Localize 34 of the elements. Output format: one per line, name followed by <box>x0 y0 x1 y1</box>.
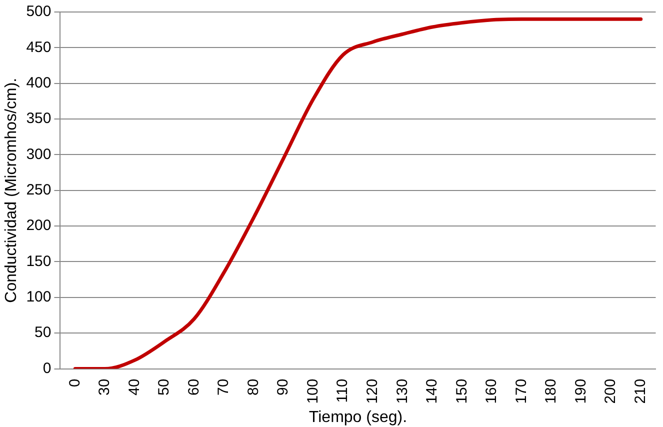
y-tick-label: 200 <box>26 217 52 234</box>
x-tick-label: 70 <box>215 378 232 396</box>
x-tick-label: 170 <box>512 378 530 404</box>
x-tick-label: 140 <box>424 378 441 404</box>
y-tick-label: 400 <box>26 74 52 92</box>
y-tick-label: 500 <box>26 3 52 20</box>
x-tick-label: 120 <box>364 378 382 404</box>
x-tick-label: 130 <box>394 378 411 404</box>
y-tick-label: 0 <box>42 360 52 377</box>
x-tick-label: 100 <box>304 378 322 404</box>
y-tick-label: 150 <box>26 252 52 270</box>
x-tick-label: 40 <box>126 378 143 396</box>
y-tick-label: 350 <box>26 110 52 128</box>
y-tick-label: 450 <box>26 38 52 56</box>
y-axis-title: Conductividad (Micromhos/cm). <box>3 78 20 303</box>
line-series <box>73 17 643 369</box>
y-tick-label: 50 <box>34 324 52 342</box>
x-tick-label: 50 <box>156 378 173 396</box>
x-tick-label: 30 <box>96 378 114 396</box>
x-tick-label: 210 <box>632 378 649 404</box>
x-tick-label: 180 <box>542 378 560 404</box>
x-tick-label: 110 <box>334 378 352 403</box>
x-tick-label: 90 <box>274 378 292 396</box>
x-tick-label: 190 <box>572 378 590 404</box>
y-tick-label: 100 <box>26 288 52 306</box>
y-tick-label: 250 <box>26 182 52 199</box>
x-tick-label: 0 <box>66 378 84 388</box>
x-tick-label: 60 <box>185 378 202 396</box>
x-tick-label: 150 <box>453 378 470 404</box>
x-axis-title: Tiempo (seg). <box>308 408 408 426</box>
x-tick-label: 80 <box>244 378 262 396</box>
y-tick-label: 300 <box>26 146 52 163</box>
x-tick-label: 200 <box>602 378 620 404</box>
x-tick-label: 160 <box>483 378 500 404</box>
